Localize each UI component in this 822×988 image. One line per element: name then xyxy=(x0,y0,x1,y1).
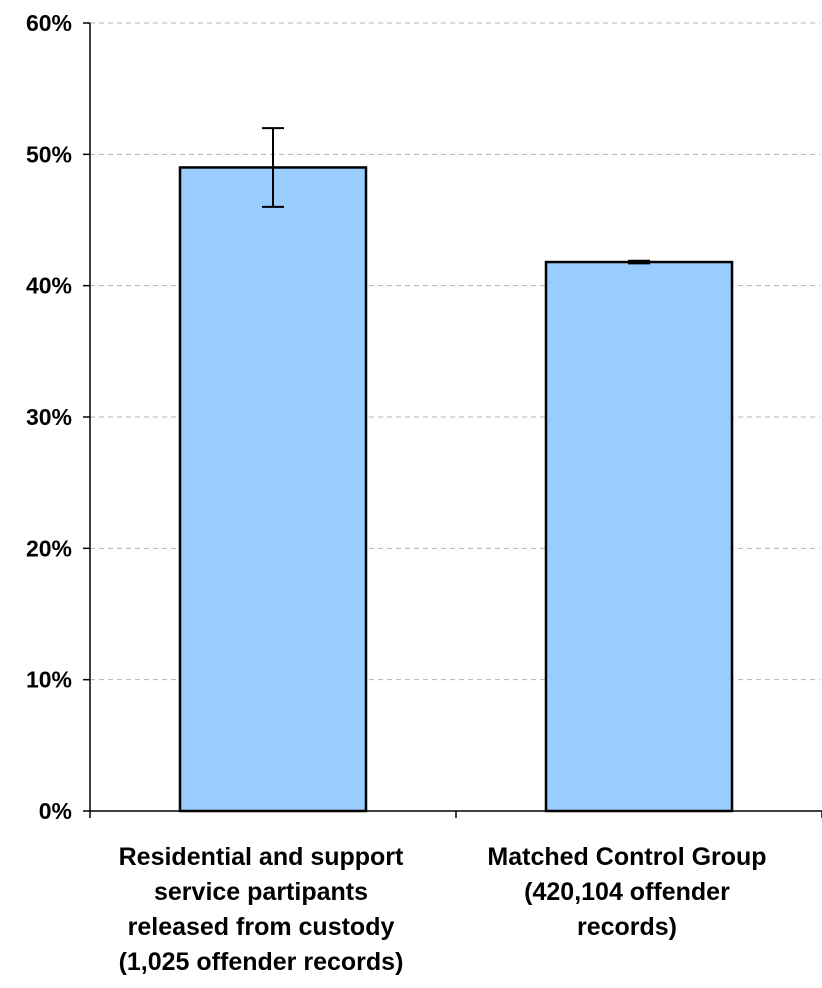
error-bar xyxy=(262,127,284,208)
category-label-line: (1,025 offender records) xyxy=(119,948,404,976)
y-tick-label: 40% xyxy=(26,273,72,299)
bar xyxy=(178,166,368,813)
y-tick-label: 50% xyxy=(26,141,72,167)
category-label-line: Residential and support xyxy=(119,843,404,871)
bar xyxy=(544,260,734,813)
error-bars xyxy=(262,127,650,265)
category-label: Matched Control Group (420,104 offender re… xyxy=(487,843,766,941)
y-tick-label: 10% xyxy=(26,667,72,693)
y-tick-labels: 0% 10% 20% 30% 40% 50% 60% xyxy=(26,10,72,824)
error-bar xyxy=(628,259,650,265)
y-tick-label: 0% xyxy=(39,798,72,824)
category-label-line: Matched Control Group xyxy=(487,843,766,871)
category-label: Residential and support service partipant… xyxy=(119,843,404,976)
y-tick-label: 30% xyxy=(26,404,72,430)
category-label-line: service partipants xyxy=(154,878,368,906)
category-labels: Residential and support service partipant… xyxy=(119,843,767,976)
category-label-line: released from custody xyxy=(128,913,395,941)
y-tick-label: 20% xyxy=(26,535,72,561)
category-label-line: (420,104 offender xyxy=(524,878,730,906)
y-tick-label: 60% xyxy=(26,10,72,36)
category-label-line: records) xyxy=(577,913,677,941)
axes xyxy=(83,22,822,818)
